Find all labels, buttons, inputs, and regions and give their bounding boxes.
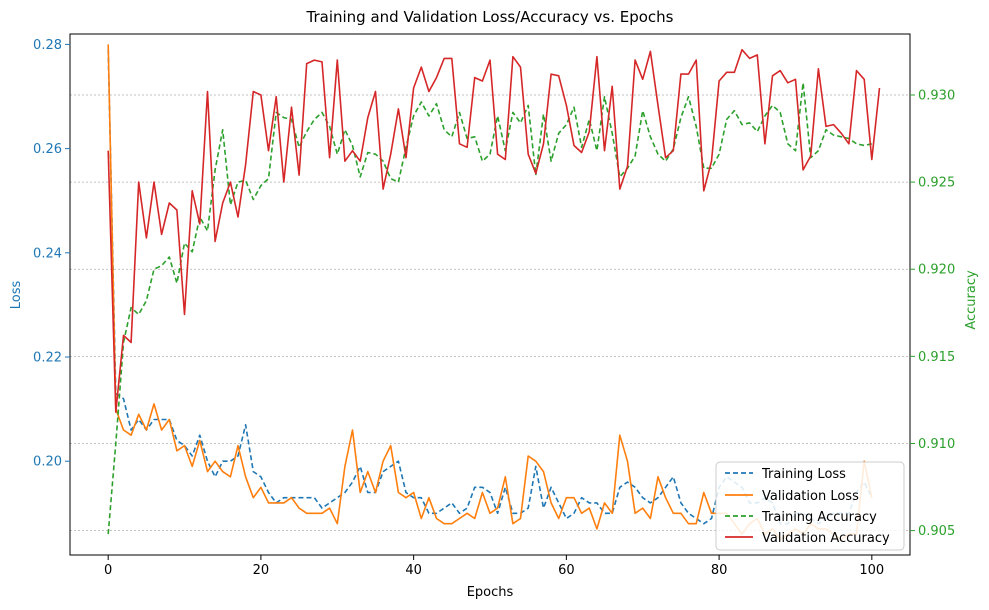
- right-tick-label: 0.915: [918, 350, 955, 365]
- left-tick-label: 0.26: [33, 142, 62, 157]
- left-tick-label: 0.22: [33, 351, 62, 366]
- x-axis-ticks: 0 20 40 60 80 100: [104, 555, 884, 578]
- legend-label-training-loss: Training Loss: [761, 467, 846, 482]
- series-line-training-accuracy: [107, 82, 872, 535]
- chart-title: Training and Validation Loss/Accuracy vs…: [306, 8, 674, 26]
- x-tick-label: 100: [859, 563, 884, 578]
- right-tick-label: 0.930: [918, 88, 955, 103]
- left-axis-ticks: 0.20 0.22 0.24 0.26 0.28: [33, 38, 70, 470]
- legend-label-validation-accuracy: Validation Accuracy: [762, 531, 890, 546]
- right-tick-label: 0.920: [918, 263, 955, 278]
- right-axis-ticks: 0.905 0.910 0.915 0.920 0.925 0.930: [910, 88, 955, 539]
- right-tick-label: 0.905: [918, 524, 955, 539]
- legend-label-validation-loss: Validation Loss: [762, 489, 859, 504]
- right-tick-label: 0.925: [918, 176, 955, 191]
- left-tick-label: 0.28: [33, 38, 62, 53]
- left-tick-label: 0.20: [33, 455, 62, 470]
- right-tick-label: 0.910: [918, 437, 955, 452]
- plot-frame: [69, 33, 911, 556]
- left-tick-label: 0.24: [33, 246, 62, 261]
- x-tick-label: 0: [104, 563, 112, 578]
- series-line-validation-accuracy: [107, 48, 881, 413]
- left-axis-label: Loss: [9, 281, 24, 310]
- series-line-training-loss: [107, 49, 873, 525]
- x-axis-label: Epochs: [467, 585, 514, 600]
- legend-box: [715, 461, 905, 551]
- legend-label-training-accuracy: Training Accuracy: [761, 510, 877, 525]
- x-tick-label: 20: [253, 563, 270, 578]
- x-tick-label: 60: [558, 563, 575, 578]
- legend: Training Loss Validation Loss Training A…: [715, 461, 905, 551]
- x-tick-label: 40: [405, 563, 422, 578]
- x-tick-label: 80: [711, 563, 728, 578]
- right-axis-label: Accuracy: [964, 270, 979, 330]
